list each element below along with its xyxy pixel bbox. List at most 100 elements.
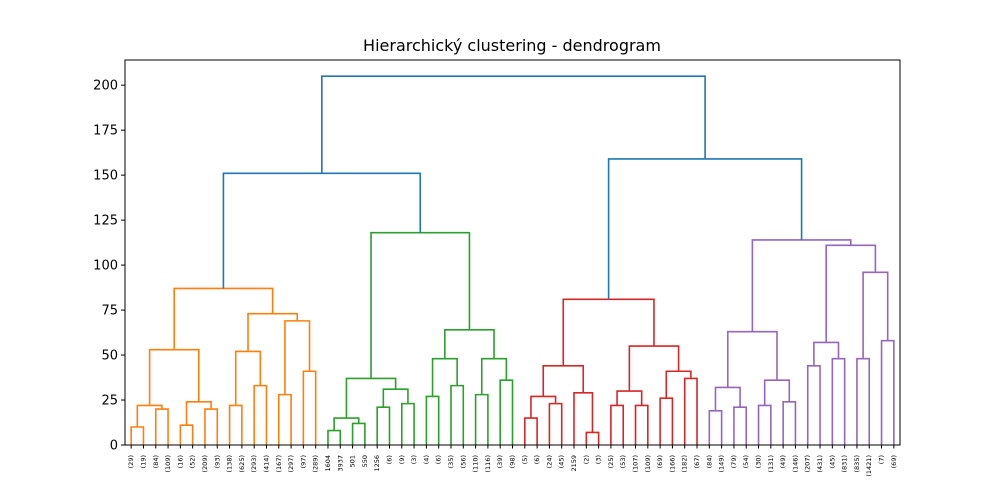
dendrogram-link-o3 xyxy=(136,404,163,428)
leaf-label: 2159 xyxy=(570,455,578,472)
dendrogram-link-o5 xyxy=(204,408,219,445)
leaf-label: (182) xyxy=(681,455,689,472)
leaf-label: (98) xyxy=(509,455,517,468)
leaf-label: 550 xyxy=(361,455,369,467)
leaf-label: (69) xyxy=(890,455,898,468)
dendrogram-link-r2 xyxy=(548,402,563,445)
leaf-label: (5) xyxy=(521,455,529,464)
dendrogram-link-g5 xyxy=(400,402,415,445)
leaf-label: (3) xyxy=(595,455,603,464)
dendrogram-link-p11 xyxy=(856,357,871,445)
leaf-label: (167) xyxy=(275,455,283,472)
dendrogram-link-o8 xyxy=(228,404,243,445)
dendrogram-link-g11 xyxy=(474,393,489,445)
leaf-label: (149) xyxy=(718,455,726,472)
dendrogram-link-r6 xyxy=(542,365,585,397)
y-axis: 0 25 50 75 100 125 150 175 200 xyxy=(93,79,125,454)
dendrogram-link-g14 xyxy=(444,329,495,359)
leaf-label: 1256 xyxy=(373,455,381,472)
leaf-label: (53) xyxy=(619,455,627,468)
dendrogram-link-p12 xyxy=(880,339,895,445)
dendrogram-link-r9 xyxy=(616,390,643,406)
y-tick-label: 25 xyxy=(101,394,118,409)
leaf-label: (24) xyxy=(545,455,553,468)
leaf-label: (109) xyxy=(644,455,652,472)
dendrogram-link-g9 xyxy=(450,384,465,445)
dendrogram-link-g10 xyxy=(431,357,458,397)
leaf-label: (84) xyxy=(152,455,160,468)
leaf-label: (69) xyxy=(656,455,664,468)
dendrogram-link-r3 xyxy=(530,395,557,419)
leaf-label: (116) xyxy=(484,455,492,472)
y-tick-label: 0 xyxy=(110,439,118,454)
leaf-label: (1421) xyxy=(865,455,873,477)
chart-title: Hierarchický clustering - dendrogram xyxy=(363,36,661,55)
leaf-label: (6) xyxy=(533,455,541,464)
leaf-label: (7) xyxy=(878,455,886,464)
dendrogram-link-o2 xyxy=(154,408,169,445)
leaf-label: (97) xyxy=(299,455,307,468)
dendrogram-link-o11 xyxy=(277,393,292,445)
leaf-label: (625) xyxy=(238,455,246,472)
y-tick-label: 50 xyxy=(101,349,118,364)
dendrogram-link-g4 xyxy=(376,406,391,445)
dendrogram-link-p10 xyxy=(813,341,840,366)
dendrogram-link-g15 xyxy=(370,231,471,379)
dendrogram-link-o7 xyxy=(148,348,200,406)
leaf-label: (49) xyxy=(779,455,787,468)
dendrogram-link-b3 xyxy=(321,75,706,174)
leaf-label: (56) xyxy=(459,455,467,468)
leaf-label: (146) xyxy=(791,455,799,472)
dendrogram-link-r12 xyxy=(665,370,692,399)
dendrogram-link-o13 xyxy=(284,320,311,395)
dendrogram-link-g6 xyxy=(382,388,409,408)
dendrogram-link-r5 xyxy=(573,392,594,445)
dendrogram-link-o9 xyxy=(253,384,268,445)
leaf-label: 1604 xyxy=(324,455,332,472)
leaf-label: (835) xyxy=(853,455,861,472)
dendrogram-link-o1 xyxy=(130,426,145,445)
leaf-label: (54) xyxy=(742,455,750,468)
leaf-label: (25) xyxy=(607,455,615,468)
leaf-label: (19) xyxy=(139,455,147,468)
dendrogram-link-p2 xyxy=(733,406,748,445)
leaf-label: (45) xyxy=(828,455,836,468)
dendrogram-link-o15 xyxy=(173,287,274,350)
leaf-label: 3937 xyxy=(336,455,344,472)
leaf-label: (45) xyxy=(558,455,566,468)
leaf-label: (35) xyxy=(447,455,455,468)
dendrogram-link-r7 xyxy=(610,404,625,445)
leaf-label: (93) xyxy=(213,455,221,468)
leaf-label: (414) xyxy=(262,455,270,472)
y-tick-label: 150 xyxy=(93,169,118,184)
dendrogram-link-o10 xyxy=(234,350,262,406)
dendrogram-link-p6 xyxy=(763,379,791,406)
y-tick-label: 125 xyxy=(93,214,118,229)
y-tick-label: 200 xyxy=(93,79,118,94)
leaf-label: (67) xyxy=(693,455,701,468)
leaf-label: (29) xyxy=(127,455,135,468)
dendrogram-link-r13 xyxy=(628,345,680,392)
leaf-label: (109) xyxy=(164,455,172,472)
leaf-label: (30) xyxy=(755,455,763,468)
dendrogram-link-g13 xyxy=(480,357,508,395)
leaf-label: (3) xyxy=(410,455,418,464)
leaf-label: (79) xyxy=(730,455,738,468)
leaf-label: (16) xyxy=(176,455,184,468)
dendrogram-link-g12 xyxy=(499,379,514,445)
leaf-label: (84) xyxy=(705,455,713,468)
y-tick-label: 175 xyxy=(93,124,118,139)
leaf-label: (431) xyxy=(816,455,824,472)
leaf-label: (2) xyxy=(582,455,590,464)
leaf-label: (110) xyxy=(472,455,480,472)
leaf-label: (39) xyxy=(496,455,504,468)
dendrogram-link-g7 xyxy=(345,377,397,419)
dendrogram-link-p9 xyxy=(831,357,846,445)
leaf-label: (9) xyxy=(398,455,406,464)
dendrogram-link-g8 xyxy=(425,395,440,445)
dendrogram-link-p15 xyxy=(751,239,852,332)
y-tick-label: 75 xyxy=(101,304,118,319)
dendrogram-link-r8 xyxy=(634,404,649,445)
dendrogram-link-r4 xyxy=(585,431,600,445)
leaf-label: 501 xyxy=(349,455,357,467)
